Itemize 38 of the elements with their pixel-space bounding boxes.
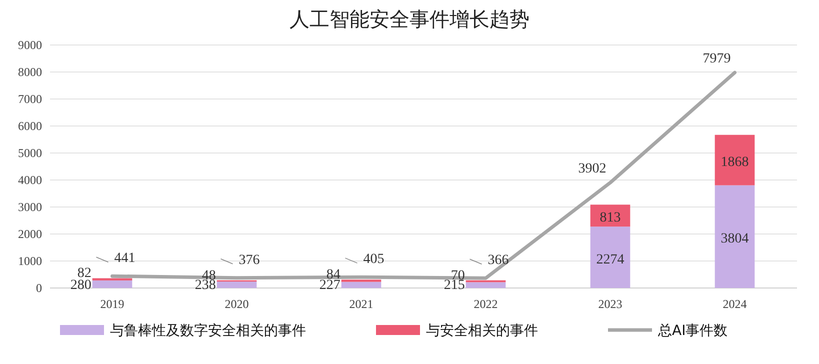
data-label: 1868	[720, 155, 749, 170]
y-tick-label: 6000	[18, 119, 42, 133]
bar	[216, 282, 257, 288]
chart-title: 人工智能安全事件增长趋势	[290, 7, 530, 31]
x-tick-label: 2019	[100, 297, 124, 311]
data-label: 441	[114, 251, 136, 266]
data-label: 280	[70, 278, 92, 293]
legend-label: 与鲁棒性及数字安全相关的事件	[110, 323, 306, 339]
y-tick-label: 0	[36, 281, 42, 295]
x-tick-label: 2022	[474, 297, 498, 311]
bar	[714, 185, 755, 288]
bar	[92, 280, 132, 288]
data-label: 2274	[596, 252, 624, 268]
y-tick-label: 8000	[18, 65, 42, 79]
x-tick-label: 2024	[722, 297, 747, 311]
x-tick-label: 2021	[349, 297, 374, 311]
data-label: 3902	[578, 162, 606, 177]
y-tick-label: 5000	[18, 146, 42, 160]
y-tick-label: 9000	[18, 38, 42, 52]
data-label: 376	[238, 252, 260, 268]
legend-label: 与安全相关的事件	[426, 323, 538, 339]
y-tick-label: 7000	[18, 92, 42, 106]
data-label: 405	[363, 252, 384, 268]
bar	[466, 282, 506, 288]
x-tick-label: 2020	[224, 297, 249, 311]
data-label: 3804	[720, 232, 749, 247]
y-tick-label: 2000	[18, 227, 42, 241]
data-label: 7979	[702, 52, 731, 67]
bar	[590, 226, 630, 288]
data-label: 813	[600, 210, 621, 226]
legend-label: 总AI事件数	[657, 323, 728, 339]
y-tick-label: 4000	[18, 173, 42, 187]
x-tick-label: 2023	[598, 297, 622, 311]
y-tick-label: 1000	[18, 254, 42, 268]
y-tick-label: 3000	[18, 200, 42, 214]
bar	[341, 282, 382, 288]
data-label: 366	[488, 253, 509, 268]
bar	[714, 134, 755, 186]
